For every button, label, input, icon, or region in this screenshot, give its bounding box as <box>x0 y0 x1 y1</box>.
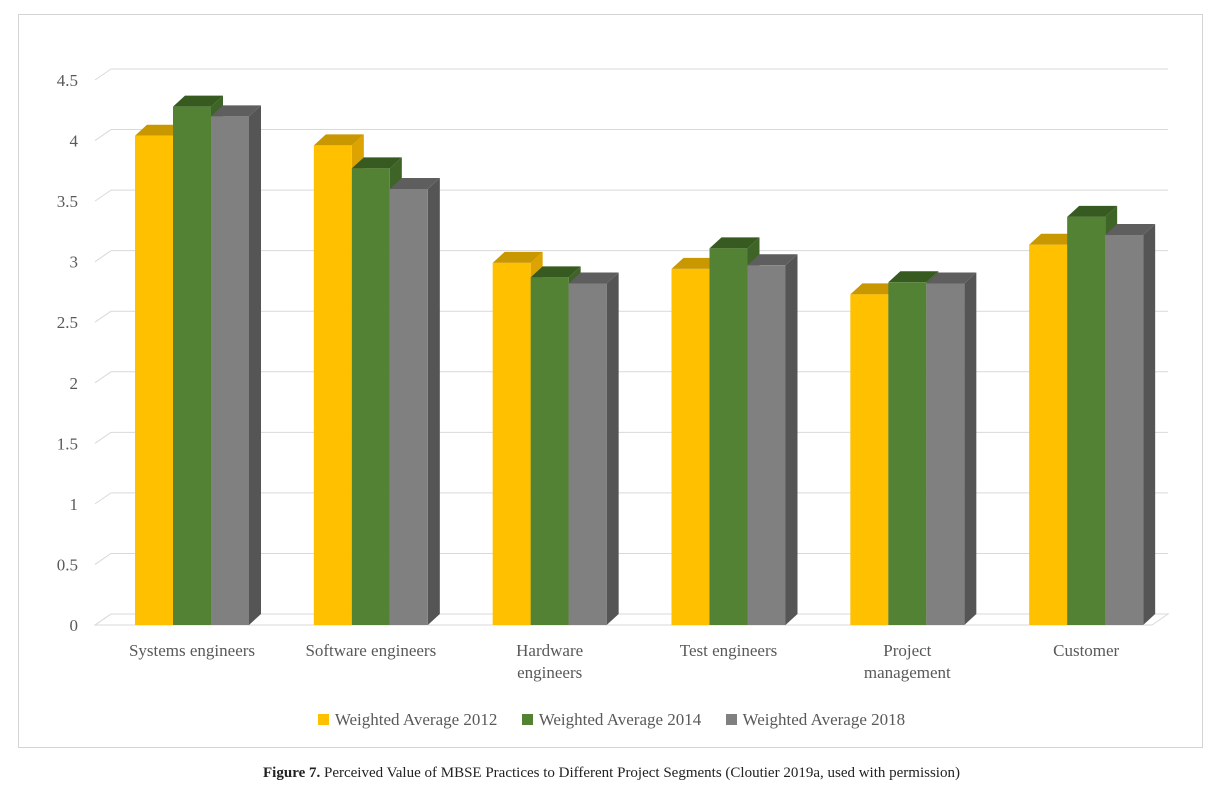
bar <box>1067 216 1106 625</box>
bar-top <box>568 272 619 284</box>
bar <box>492 262 531 625</box>
x-tick-label: Test engineers <box>680 641 777 660</box>
x-tick-label: Customer <box>1053 641 1119 660</box>
bar-side <box>1143 224 1156 625</box>
x-tick-label: Hardware <box>516 641 583 660</box>
y-tick-label: 0.5 <box>57 555 78 574</box>
chart-legend: Weighted Average 2012 Weighted Average 2… <box>0 710 1223 730</box>
y-tick-label: 3.5 <box>57 192 78 211</box>
bar-top <box>709 237 760 249</box>
gridline-connector <box>94 492 112 505</box>
gridline-connector <box>94 431 112 444</box>
bar-top <box>173 95 223 107</box>
bar-top <box>1029 233 1080 245</box>
bar-top <box>926 272 977 284</box>
x-tick-label: Software engineers <box>305 641 436 660</box>
bar-top <box>351 157 402 169</box>
bar-side <box>249 105 261 626</box>
legend-label-2012: Weighted Average 2012 <box>334 710 498 729</box>
bar-side <box>785 254 798 626</box>
bar <box>1105 235 1144 625</box>
legend-swatch-2014 <box>521 714 533 725</box>
bar <box>709 248 748 625</box>
bar <box>850 294 889 625</box>
x-tick-label: Project <box>883 641 931 660</box>
bar-top <box>1105 224 1156 236</box>
y-tick-label: 4 <box>70 132 79 151</box>
bar-top <box>211 105 261 117</box>
figure-caption-text: Perceived Value of MBSE Practices to Dif… <box>320 765 960 781</box>
x-tick-label: engineers <box>517 663 582 682</box>
bar <box>1029 244 1068 625</box>
bar-side <box>427 178 440 625</box>
x-tick-label: management <box>864 663 951 682</box>
bar-top <box>850 283 901 295</box>
figure-caption: Figure 7. Perceived Value of MBSE Practi… <box>0 765 1223 782</box>
gridline-connector <box>94 68 112 81</box>
bar-top <box>313 134 364 146</box>
y-tick-label: 3 <box>70 253 79 272</box>
bar <box>173 106 211 625</box>
y-tick-label: 2.5 <box>57 313 78 332</box>
gridline-connector <box>94 250 112 263</box>
bar <box>313 145 352 625</box>
bar-side <box>606 272 619 625</box>
gridline-connector <box>94 371 112 384</box>
bar <box>888 282 927 625</box>
bar-top <box>492 251 543 263</box>
y-tick-label: 1 <box>70 495 79 514</box>
legend-label-2014: Weighted Average 2014 <box>538 710 702 729</box>
legend-swatch-2018 <box>725 714 737 725</box>
legend-item-2018: Weighted Average 2018 <box>725 710 906 730</box>
legend-item-2014: Weighted Average 2014 <box>521 710 702 730</box>
x-tick-label: Systems engineers <box>129 641 255 660</box>
gridline-connector <box>94 553 112 565</box>
y-tick-label: 0 <box>70 616 79 635</box>
gridline-connector <box>94 189 112 202</box>
bar <box>568 283 607 625</box>
bar <box>351 168 390 625</box>
bar <box>389 189 428 625</box>
y-tick-label: 4.5 <box>57 71 78 90</box>
bar <box>926 283 965 625</box>
gridline-connector <box>94 310 112 323</box>
bar <box>211 116 249 625</box>
bar-top <box>888 271 939 283</box>
bar <box>747 265 786 625</box>
figure-caption-label: Figure 7. <box>263 765 321 781</box>
legend-label-2018: Weighted Average 2018 <box>742 710 906 729</box>
gridline-connector <box>94 613 112 626</box>
bar-top <box>135 124 185 136</box>
gridline-connector <box>94 129 112 141</box>
legend-item-2012: Weighted Average 2012 <box>317 710 498 730</box>
bar-top <box>747 254 798 266</box>
bar <box>530 277 569 625</box>
y-tick-label: 1.5 <box>57 434 78 453</box>
bar-side <box>964 272 977 625</box>
bar-top <box>671 257 722 269</box>
legend-swatch-2012 <box>317 714 329 725</box>
bar-top <box>1067 205 1118 217</box>
bar <box>135 135 173 625</box>
bar-top <box>530 266 581 278</box>
y-tick-label: 2 <box>70 374 79 393</box>
bar-top <box>389 178 440 189</box>
bar <box>671 268 710 625</box>
